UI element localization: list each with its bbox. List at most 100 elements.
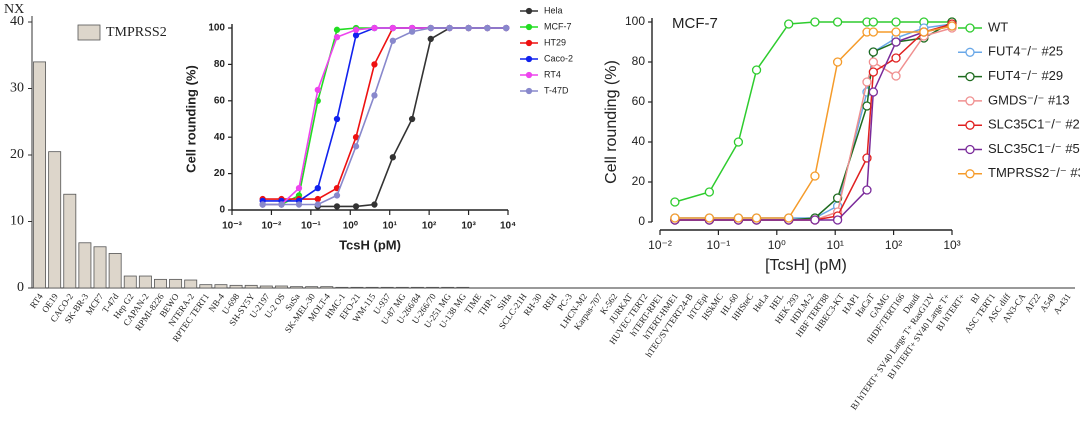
x-tick-label: 10⁻¹ <box>301 221 321 232</box>
data-point <box>868 67 878 77</box>
data-point <box>862 77 872 87</box>
x-tick-label: 10⁴ <box>500 221 516 232</box>
bar <box>33 61 47 289</box>
x-tick-label: 10⁻² <box>648 238 672 252</box>
bar <box>320 286 334 289</box>
y-tick-label: 60 <box>632 94 646 108</box>
x-tick-label: 10⁻² <box>262 221 282 232</box>
legend-swatch <box>77 24 101 41</box>
data-point <box>832 215 843 225</box>
data-point <box>947 21 957 31</box>
series-line <box>674 23 953 221</box>
data-point <box>389 24 396 32</box>
legend-marker <box>525 71 533 79</box>
bar <box>214 284 228 289</box>
bar <box>138 275 152 289</box>
legend-label: RT4 <box>544 69 561 79</box>
data-point <box>408 28 416 35</box>
x-tick-label: 10² <box>885 238 902 252</box>
legend-label: MCF-7 <box>544 21 572 31</box>
x-tick-label: 10⁻¹ <box>707 238 731 252</box>
data-point <box>314 86 321 94</box>
bar <box>154 278 167 289</box>
bar <box>199 284 213 289</box>
bar <box>169 278 183 289</box>
data-point <box>704 213 715 223</box>
data-point <box>427 24 434 32</box>
legend-label: TMPRSS2 <box>106 25 167 40</box>
data-point <box>427 35 434 43</box>
data-point <box>484 24 491 32</box>
x-tick-label: 10¹ <box>827 238 844 252</box>
y-tick-label: 0 <box>638 214 645 228</box>
y-tick-label: 40 <box>214 132 226 143</box>
legend-marker <box>525 7 533 15</box>
x-tick-label: 10³ <box>943 238 960 252</box>
data-point <box>333 115 341 123</box>
data-point <box>503 24 510 32</box>
legend-marker <box>965 47 975 57</box>
data-point <box>465 24 472 32</box>
data-point <box>919 27 929 37</box>
bar <box>411 286 424 289</box>
bar <box>184 279 198 289</box>
bar <box>78 242 92 289</box>
y-axis-label: Cell rounding (%) <box>603 60 620 184</box>
data-point <box>408 115 416 123</box>
data-point <box>868 87 878 97</box>
legend-marker <box>965 96 975 106</box>
data-point <box>670 213 680 223</box>
data-point <box>446 24 453 32</box>
bar <box>274 285 288 289</box>
x-tick-label: 10² <box>422 221 437 232</box>
data-point <box>278 201 285 208</box>
data-point <box>295 185 303 192</box>
data-point <box>891 53 901 63</box>
bar <box>244 284 258 289</box>
bar <box>48 151 62 289</box>
y-tick-label: 20 <box>10 147 24 162</box>
data-point <box>868 27 878 37</box>
bar <box>350 286 364 289</box>
x-tick-label: 10⁰ <box>768 238 786 252</box>
legend-label: FUT4⁻/⁻ #25 <box>988 44 1063 59</box>
y-tick-label: 0 <box>219 205 225 216</box>
series-line <box>674 25 953 221</box>
y-tick-label: 20 <box>632 174 646 188</box>
data-point <box>784 19 794 29</box>
legend-label: TMPRSS2⁻/⁻ #3 <box>988 165 1080 180</box>
data-point <box>704 187 715 197</box>
data-point <box>891 37 901 47</box>
bar <box>123 275 137 289</box>
legend-label: SLC35C1⁻/⁻ #5 <box>988 141 1080 156</box>
bar <box>259 285 273 289</box>
data-point <box>733 137 744 147</box>
legend-marker <box>965 144 975 155</box>
bar <box>108 253 122 289</box>
data-point <box>751 65 762 75</box>
legend-marker <box>965 120 975 130</box>
data-point <box>333 203 341 210</box>
y-tick-label: 40 <box>632 134 646 148</box>
series-line <box>674 21 953 221</box>
data-point <box>891 17 901 27</box>
legend-label: T-47D <box>544 85 569 95</box>
legend-marker <box>965 169 975 179</box>
bar <box>305 286 319 289</box>
data-point <box>352 26 360 33</box>
x-axis-label: [TcsH] (pM) <box>765 257 847 274</box>
data-point <box>810 17 820 27</box>
data-point <box>389 154 396 161</box>
y-tick-label: 60 <box>214 95 226 106</box>
bar <box>229 284 243 289</box>
legend-label: GMDS⁻/⁻ #13 <box>988 92 1070 107</box>
data-point <box>371 61 378 68</box>
bar <box>380 286 394 289</box>
bar <box>395 286 409 289</box>
data-point <box>810 171 820 181</box>
y-tick-label: 100 <box>208 23 225 34</box>
